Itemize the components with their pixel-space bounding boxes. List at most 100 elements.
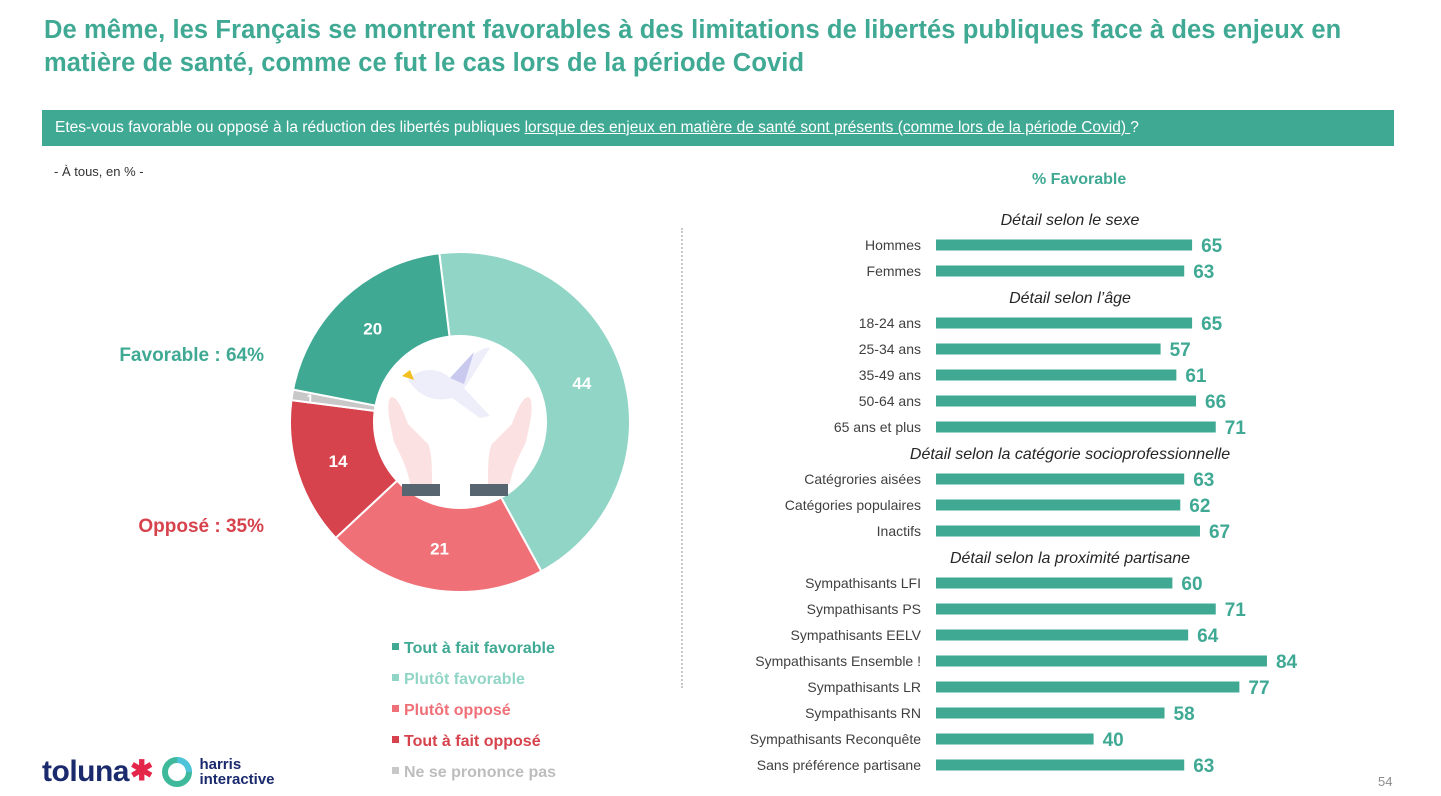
bar-value-label: 65 <box>1201 236 1223 257</box>
bar <box>936 239 1193 251</box>
bar-category-label: Catégrories aisées <box>804 471 921 487</box>
bar <box>936 577 1173 589</box>
question-banner: Etes-vous favorable ou opposé à la réduc… <box>42 110 1394 146</box>
harris-line2: interactive <box>199 771 275 788</box>
toluna-star-icon: ✱ <box>130 754 154 786</box>
bar-chart-title: % Favorable <box>1032 171 1127 188</box>
bar-value-label: 60 <box>1181 574 1202 595</box>
bar <box>936 603 1216 615</box>
bar-category-label: 18-24 ans <box>859 315 921 331</box>
bar-category-label: Sympathisants EELV <box>791 627 922 643</box>
summary-oppose: Opposé : 35% <box>138 516 264 537</box>
legend-swatch-icon <box>392 643 399 650</box>
bar-value-label: 63 <box>1193 262 1214 283</box>
donut-legend: Tout à fait favorable Plutôt favorable P… <box>392 638 556 793</box>
donut-chart: 44 21 14 1 20 <box>289 251 631 593</box>
bar-category-label: 25-34 ans <box>859 341 921 357</box>
legend-label: Tout à fait favorable <box>404 640 555 657</box>
group-heading: Détail selon l’âge <box>1009 290 1131 307</box>
toluna-logo: toluna <box>42 755 130 788</box>
legend-item: Tout à fait opposé <box>392 731 556 762</box>
bar <box>936 707 1165 719</box>
question-suffix: ? <box>1130 119 1139 136</box>
bar <box>936 421 1216 433</box>
donut-value-label: 20 <box>363 319 382 338</box>
bar-category-label: 50-64 ans <box>859 393 921 409</box>
bar-category-label: Hommes <box>865 237 921 253</box>
legend-label: Tout à fait opposé <box>404 733 541 750</box>
group-heading: Détail selon la proximité partisane <box>950 550 1190 567</box>
bar-value-label: 64 <box>1197 626 1219 647</box>
legend-swatch-icon <box>392 674 399 681</box>
bar <box>936 317 1193 329</box>
donut-slice <box>334 479 543 593</box>
question-prefix: Etes-vous favorable ou opposé à la réduc… <box>55 119 525 136</box>
brand-logos: toluna ✱ harris interactive <box>42 752 275 792</box>
harris-logo: harris interactive <box>199 757 274 787</box>
bar-value-label: 77 <box>1248 678 1269 699</box>
legend-item: Plutôt favorable <box>392 669 556 700</box>
legend-label: Ne se prononce pas <box>404 764 557 781</box>
legend-swatch-icon <box>392 736 399 743</box>
bar <box>936 343 1161 355</box>
bar-category-label: Sympathisants Reconquête <box>750 731 921 747</box>
bar-value-label: 71 <box>1225 600 1247 621</box>
bar-value-label: 40 <box>1103 730 1124 751</box>
donut-slice <box>438 251 631 573</box>
bar <box>936 265 1185 277</box>
bar <box>936 395 1197 407</box>
donut-value-label: 14 <box>329 452 348 471</box>
donut-slice <box>291 252 451 407</box>
bar <box>936 759 1185 771</box>
summary-favorable: Favorable : 64% <box>119 345 264 366</box>
bar-value-label: 84 <box>1276 652 1298 673</box>
bar-category-label: Sympathisants RN <box>805 705 921 721</box>
bar <box>936 499 1181 511</box>
bar <box>936 655 1267 667</box>
bar-category-label: Inactifs <box>877 523 921 539</box>
bar <box>936 525 1200 537</box>
bar-value-label: 63 <box>1193 756 1214 777</box>
bar-value-label: 58 <box>1174 704 1195 725</box>
legend-swatch-icon <box>392 767 399 774</box>
bar <box>936 369 1177 381</box>
bar-value-label: 71 <box>1225 418 1247 439</box>
donut-value-label: 44 <box>572 374 591 393</box>
bar-value-label: 63 <box>1193 470 1214 491</box>
bar-category-label: Sympathisants PS <box>807 601 921 617</box>
bar-category-label: Femmes <box>867 263 921 279</box>
bar <box>936 733 1094 745</box>
bar <box>936 681 1240 693</box>
bar-category-label: 65 ans et plus <box>834 419 921 435</box>
page-number: 54 <box>1378 774 1393 789</box>
question-underlined: lorsque des enjeux en matière de santé s… <box>524 119 1131 136</box>
group-heading: Détail selon la catégorie socioprofessio… <box>910 446 1230 463</box>
bar <box>936 473 1185 485</box>
legend-item: Tout à fait favorable <box>392 638 556 669</box>
legend-swatch-icon <box>392 705 399 712</box>
bar-value-label: 65 <box>1201 314 1223 335</box>
legend-label: Plutôt opposé <box>404 702 511 719</box>
donut-value-label: 1 <box>306 392 313 407</box>
harris-ring-icon <box>162 757 193 787</box>
bar-category-label: Sympathisants LFI <box>805 575 921 591</box>
bar-category-label: 35-49 ans <box>859 367 921 383</box>
slide-title: De même, les Français se montrent favora… <box>44 16 1342 77</box>
bar-category-label: Sympathisants LR <box>807 679 921 695</box>
bar <box>936 629 1189 641</box>
bar-value-label: 62 <box>1189 496 1210 517</box>
legend-item: Plutôt opposé <box>392 700 556 731</box>
bar-value-label: 57 <box>1170 340 1191 361</box>
legend-item: Ne se prononce pas <box>392 762 556 793</box>
dove-hands-icon <box>388 347 532 496</box>
bar-value-label: 61 <box>1185 366 1207 387</box>
bar-category-label: Sympathisants Ensemble ! <box>755 653 921 669</box>
bar-category-label: Catégories populaires <box>785 497 921 513</box>
harris-line1: harris <box>199 756 242 773</box>
group-heading: Détail selon le sexe <box>1001 212 1140 229</box>
section-divider <box>681 228 683 688</box>
bar-category-label: Sans préférence partisane <box>757 757 921 773</box>
bar-value-label: 66 <box>1205 392 1226 413</box>
legend-label: Plutôt favorable <box>404 671 525 688</box>
base-note: - À tous, en % - <box>54 164 144 179</box>
